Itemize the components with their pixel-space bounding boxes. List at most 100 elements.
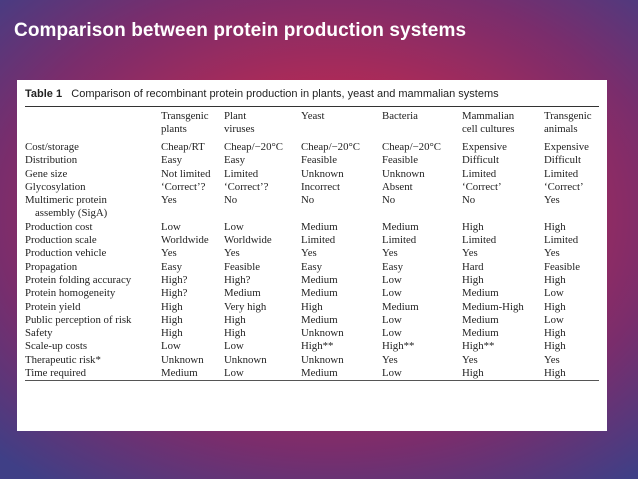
table-cell: Yes: [544, 353, 560, 366]
table-cell: Not limited: [161, 167, 211, 180]
table-row: Protein folding accuracy High? High? Medium…: [25, 274, 599, 287]
table-cell: Medium: [462, 313, 499, 326]
table-cell: Yes: [544, 247, 560, 260]
table-cell: Hard: [462, 260, 484, 273]
comparison-table-panel: Table 1 Comparison of recombinant protei…: [17, 80, 607, 431]
table-row: Gene size Not limited Limited Unknown Unknow…: [25, 168, 599, 181]
table-top-rule: [25, 106, 599, 107]
table-cell: Medium: [301, 367, 338, 380]
table-cell: Medium: [382, 220, 419, 233]
table-caption-text: Comparison of recombinant protein produc…: [71, 88, 499, 100]
row-label: Production scale: [25, 234, 97, 247]
table-cell: Low: [382, 313, 402, 326]
column-header-line2: plants: [161, 122, 187, 135]
table-cell: Medium: [301, 287, 338, 300]
table-cell: Easy: [161, 154, 182, 167]
table-row: Production vehicle Yes Yes Yes Yes Yes Yes: [25, 247, 599, 260]
row-label: Protein yield: [25, 300, 81, 313]
row-label: Glycosylation: [25, 180, 86, 193]
table-cell: [224, 207, 301, 220]
column-header-line2: [25, 110, 161, 123]
table-cell: High: [224, 327, 246, 340]
table-cell: Medium: [462, 287, 499, 300]
table-cell: Difficult: [544, 154, 581, 167]
table-cell: Low: [544, 287, 564, 300]
table-cell: No: [462, 194, 476, 207]
column-header-line1: Bacteria: [382, 110, 418, 122]
row-label: Gene size: [25, 167, 68, 180]
row-label: Safety: [25, 327, 53, 340]
table-cell: Low: [382, 287, 402, 300]
column-header-line1: Mammalian: [462, 110, 515, 122]
table-cell: High: [544, 340, 566, 353]
table-cell: Unknown: [301, 327, 344, 340]
table-cell: Limited: [301, 234, 336, 247]
table-cell: Limited: [462, 167, 497, 180]
row-label: Protein folding accuracy: [25, 273, 132, 286]
row-label: Cost/storage: [25, 141, 79, 153]
table-row: assembly (SigA): [25, 207, 599, 220]
table-cell: Feasible: [224, 260, 260, 273]
table-cell: Difficult: [462, 154, 499, 167]
row-label: Propagation: [25, 260, 78, 273]
row-label: Public perception of risk: [25, 313, 132, 326]
table-cell: Worldwide: [161, 234, 209, 247]
row-label: assembly (SigA): [35, 207, 108, 220]
table-cell: Feasible: [544, 260, 580, 273]
table-cell: Medium: [462, 327, 499, 340]
table-cell: Yes: [161, 194, 177, 207]
column-header: [25, 107, 161, 137]
table-cell: Unknown: [301, 167, 344, 180]
table-cell: High?: [224, 273, 251, 286]
column-header-line2: [301, 123, 382, 136]
table-cell: Yes: [544, 194, 560, 207]
column-header: Bacteria: [382, 107, 462, 137]
table-cell: [544, 207, 599, 220]
table-header-row: Transgenic plants Plant viruses Yeast Bacter…: [25, 107, 599, 137]
column-header-line1: Transgenic: [544, 110, 592, 122]
table-cell: High: [544, 327, 566, 340]
table-header: Transgenic plants Plant viruses Yeast Bacter…: [25, 107, 599, 137]
table-cell: Yes: [382, 353, 398, 366]
table-cell: Limited: [544, 234, 579, 247]
table-bottom-rule: [25, 380, 599, 382]
table-cell: Cheap/−20°C: [301, 141, 360, 153]
table-cell: Cheap/RT: [161, 141, 205, 153]
table-row: Public perception of risk High High Medium L…: [25, 314, 599, 327]
table-cell: Unknown: [382, 167, 425, 180]
table-cell: Easy: [161, 260, 182, 273]
table-cell: High: [161, 327, 183, 340]
table-cell: Low: [224, 367, 244, 380]
table-cell: Easy: [382, 260, 403, 273]
table-cell: Medium: [301, 273, 338, 286]
table-row: Therapeutic risk* Unknown Unknown Unknown Ye…: [25, 354, 599, 367]
table-cell: High: [462, 220, 484, 233]
table-caption: Table 1 Comparison of recombinant protei…: [25, 86, 599, 102]
table-row: Distribution Easy Easy Feasible Feasible Diff…: [25, 154, 599, 167]
table-cell: Low: [224, 340, 244, 353]
column-header-line2: [382, 123, 462, 136]
table-cell: High: [544, 220, 566, 233]
table-cell: High**: [462, 340, 495, 353]
table-cell: High: [161, 313, 183, 326]
table-cell: Very high: [224, 300, 267, 313]
row-label: Protein homogeneity: [25, 287, 116, 300]
table-cell: [382, 207, 462, 220]
table-cell: Absent: [382, 180, 413, 193]
column-header: Transgenic plants: [161, 107, 224, 137]
column-header: Yeast: [301, 107, 382, 137]
table-cell: High: [544, 300, 566, 313]
table-cell: Limited: [462, 234, 497, 247]
column-header: Plant viruses: [224, 107, 301, 137]
table-cell: ‘Correct’?: [224, 180, 269, 193]
table-cell: Low: [544, 313, 564, 326]
table-cell: High: [224, 313, 246, 326]
row-label: Multimeric protein: [25, 194, 107, 207]
table-cell: Expensive: [462, 141, 507, 153]
table-cell: ‘Correct’: [462, 180, 502, 193]
table-cell: Unknown: [161, 353, 204, 366]
row-label: Scale-up costs: [25, 340, 88, 353]
table-cell: Easy: [301, 260, 322, 273]
table-cell: Yes: [161, 247, 177, 260]
table-row: Time required Medium Low Medium Low High High: [25, 367, 599, 380]
